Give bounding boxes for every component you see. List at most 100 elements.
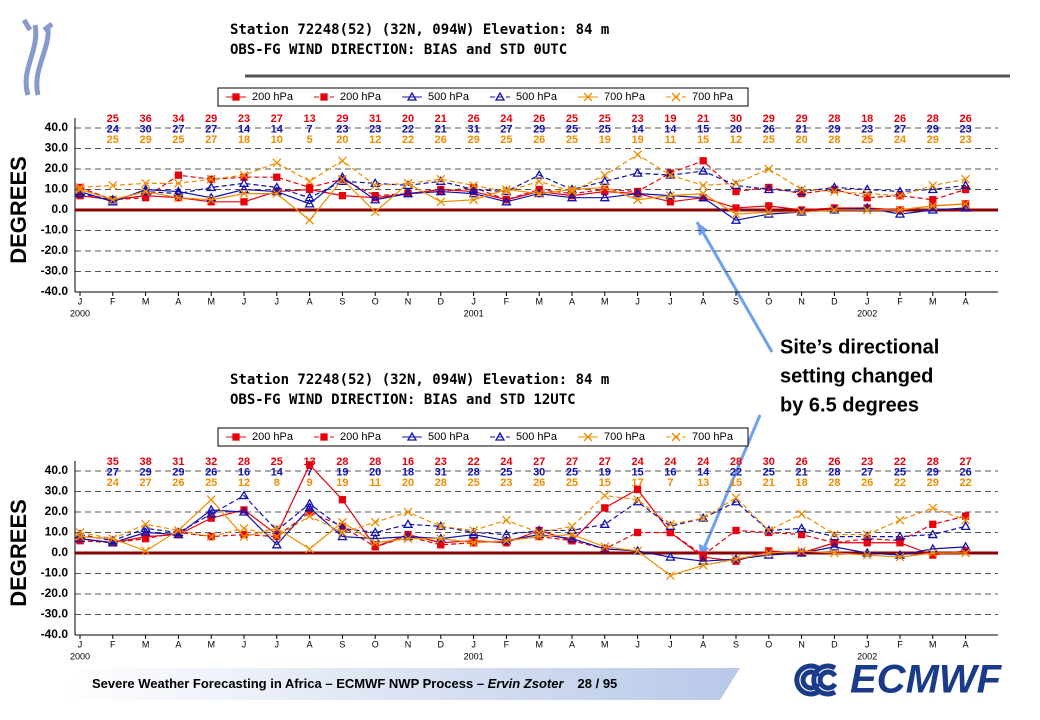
x-tick-label: A: [307, 639, 313, 649]
marker: [469, 525, 479, 535]
count-label: 25: [763, 134, 775, 146]
count-label: 25: [566, 134, 578, 146]
count-label: 28: [927, 456, 939, 468]
x-tick-label: F: [504, 639, 510, 649]
x-tick-label: M: [601, 639, 609, 649]
count-label: 5: [307, 134, 313, 146]
marker: [370, 517, 380, 527]
count-label: 27: [271, 113, 283, 125]
count-label: 19: [599, 134, 611, 146]
marker: [665, 551, 676, 561]
count-label: 23: [861, 123, 873, 135]
marker: [894, 186, 906, 196]
marker: [534, 189, 544, 199]
marker: [206, 495, 216, 505]
count-label: 27: [500, 123, 512, 135]
y-tick-label: -30.0: [41, 607, 69, 621]
count-label: 26: [533, 134, 545, 146]
series-line: [79, 498, 966, 577]
marker: [732, 204, 740, 212]
marker: [320, 433, 328, 441]
count-label: 27: [205, 123, 217, 135]
marker: [929, 520, 937, 528]
count-label: 27: [599, 456, 611, 468]
count-label: 25: [861, 134, 873, 146]
count-label: 14: [271, 466, 284, 478]
y-tick-label: -40.0: [41, 284, 69, 298]
x-tick-label: O: [372, 296, 379, 306]
count-label: 30: [730, 113, 742, 125]
marker: [501, 187, 511, 197]
count-label: 24: [631, 456, 644, 468]
marker: [567, 185, 577, 194]
marker: [238, 490, 250, 500]
series-line: [79, 170, 966, 201]
marker: [173, 525, 183, 535]
count-label: 29: [927, 477, 939, 489]
count-label: 16: [664, 466, 676, 478]
count-label: 22: [467, 456, 479, 468]
x-tick-label: M: [535, 296, 543, 306]
count-label: 7: [307, 123, 313, 135]
y-tick-label: 10.0: [45, 182, 69, 196]
count-label: 23: [369, 123, 381, 135]
marker: [583, 432, 593, 442]
marker: [666, 528, 675, 537]
logo-mark: [794, 663, 838, 697]
chart-title: Station 72248(52) (32N, 094W) Elevation:…: [230, 22, 609, 38]
count-label: 29: [795, 113, 807, 125]
legend-box: [217, 427, 749, 447]
marker: [599, 175, 610, 185]
series-line: [79, 160, 966, 201]
marker: [403, 507, 413, 517]
x-tick-label: N: [405, 639, 412, 649]
marker: [271, 539, 282, 549]
count-label: 26: [467, 113, 479, 125]
legend-label: 200 hPa: [340, 91, 382, 103]
count-label: 13: [303, 113, 315, 125]
count-label: 21: [795, 466, 807, 478]
chart-title: Station 72248(52) (32N, 094W) Elevation:…: [230, 372, 609, 388]
count-label: 27: [139, 477, 151, 489]
count-label: 23: [631, 113, 643, 125]
marker: [469, 180, 479, 190]
x-tick-label: D: [438, 639, 445, 649]
marker: [796, 523, 807, 533]
arrow-head: [697, 222, 708, 236]
marker: [370, 207, 380, 217]
count-label: 23: [435, 456, 447, 468]
marker: [698, 192, 709, 202]
count-label: 18: [402, 466, 414, 478]
marker: [862, 189, 872, 199]
marker: [961, 174, 971, 184]
count-label: 27: [172, 123, 184, 135]
marker: [797, 546, 807, 556]
count-label: 30: [139, 123, 151, 135]
marker: [337, 156, 347, 166]
marker: [501, 515, 511, 525]
x-tick-label: M: [601, 296, 609, 306]
marker: [501, 196, 512, 206]
marker: [960, 180, 971, 190]
count-label: 28: [369, 456, 381, 468]
marker: [731, 554, 741, 564]
marker: [337, 528, 347, 537]
marker: [337, 517, 347, 527]
marker: [271, 182, 282, 192]
x-tick-label: F: [110, 296, 116, 306]
y-axis-label: DEGREES: [6, 156, 31, 264]
marker: [141, 546, 151, 556]
count-label: 16: [238, 466, 250, 478]
marker: [272, 189, 282, 199]
y-axis-label: DEGREES: [6, 499, 31, 607]
count-label: 34: [172, 113, 185, 125]
marker: [238, 178, 250, 187]
legend: 200 hPa 200 hPa 500 hPa 500 hPa 700 hPa 700 h…: [217, 87, 749, 107]
y-tick-label: -20.0: [41, 586, 69, 600]
marker: [141, 187, 151, 197]
marker: [633, 195, 643, 205]
count-label: 21: [763, 477, 775, 489]
count-label: 23: [500, 477, 512, 489]
count-label: 25: [500, 466, 512, 478]
count-label: 24: [664, 456, 677, 468]
